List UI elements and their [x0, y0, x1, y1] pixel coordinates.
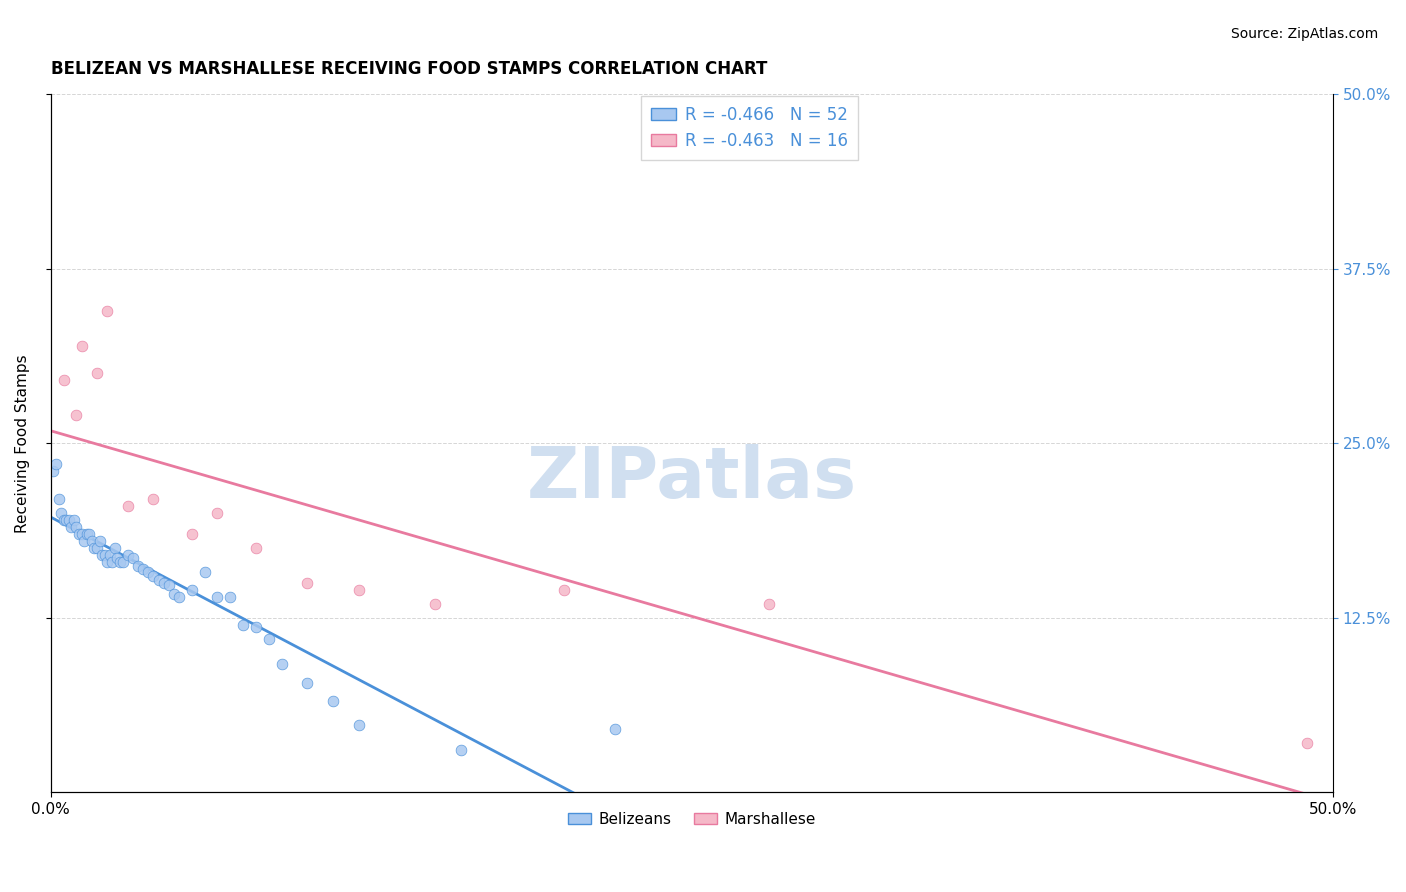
- Point: [136, 565, 159, 579]
- Point: [207, 506, 229, 520]
- Point: [70, 338, 93, 352]
- Point: [101, 555, 124, 569]
- Point: [207, 590, 229, 604]
- Point: [93, 548, 115, 562]
- Point: [42, 464, 65, 478]
- Point: [49, 506, 72, 520]
- Point: [107, 550, 129, 565]
- Point: [553, 582, 575, 597]
- Point: [96, 303, 118, 318]
- Point: [104, 541, 127, 555]
- Point: [52, 373, 75, 387]
- Point: [89, 533, 111, 548]
- Point: [148, 573, 170, 587]
- Point: [65, 520, 87, 534]
- Point: [127, 558, 149, 573]
- Point: [76, 527, 98, 541]
- Point: [603, 722, 626, 736]
- Point: [65, 409, 87, 423]
- Point: [108, 555, 131, 569]
- Point: [45, 457, 67, 471]
- Point: [122, 550, 145, 565]
- Point: [425, 597, 447, 611]
- Point: [48, 491, 70, 506]
- Point: [347, 718, 370, 732]
- Point: [1296, 736, 1319, 750]
- Point: [297, 676, 319, 690]
- Text: BELIZEAN VS MARSHALLESE RECEIVING FOOD STAMPS CORRELATION CHART: BELIZEAN VS MARSHALLESE RECEIVING FOOD S…: [51, 60, 768, 78]
- Point: [152, 575, 174, 590]
- Point: [180, 527, 202, 541]
- Point: [86, 541, 108, 555]
- Point: [63, 513, 86, 527]
- Point: [58, 513, 80, 527]
- Point: [73, 533, 96, 548]
- Point: [232, 617, 254, 632]
- Point: [142, 491, 165, 506]
- Point: [322, 694, 344, 708]
- Point: [83, 541, 105, 555]
- Point: [70, 527, 93, 541]
- Point: [86, 367, 108, 381]
- Point: [117, 499, 139, 513]
- Point: [297, 575, 319, 590]
- Point: [270, 657, 292, 671]
- Point: [52, 513, 75, 527]
- Point: [96, 555, 118, 569]
- Point: [157, 578, 180, 592]
- Point: [117, 548, 139, 562]
- Point: [194, 565, 217, 579]
- Point: [132, 562, 155, 576]
- Point: [80, 533, 103, 548]
- Point: [450, 743, 472, 757]
- Point: [257, 632, 280, 646]
- Point: [142, 568, 165, 582]
- Point: [347, 582, 370, 597]
- Point: [167, 590, 190, 604]
- Point: [180, 582, 202, 597]
- Text: ZIPatlas: ZIPatlas: [527, 443, 856, 513]
- Y-axis label: Receiving Food Stamps: Receiving Food Stamps: [15, 354, 30, 533]
- Point: [758, 597, 780, 611]
- Point: [163, 587, 186, 601]
- Legend: Belizeans, Marshallese: Belizeans, Marshallese: [561, 806, 823, 833]
- Text: Source: ZipAtlas.com: Source: ZipAtlas.com: [1230, 27, 1378, 41]
- Point: [55, 513, 77, 527]
- Point: [98, 548, 121, 562]
- Point: [111, 555, 134, 569]
- Point: [219, 590, 242, 604]
- Point: [60, 520, 83, 534]
- Point: [245, 541, 267, 555]
- Point: [91, 548, 114, 562]
- Point: [245, 620, 267, 634]
- Point: [79, 527, 101, 541]
- Point: [67, 527, 90, 541]
